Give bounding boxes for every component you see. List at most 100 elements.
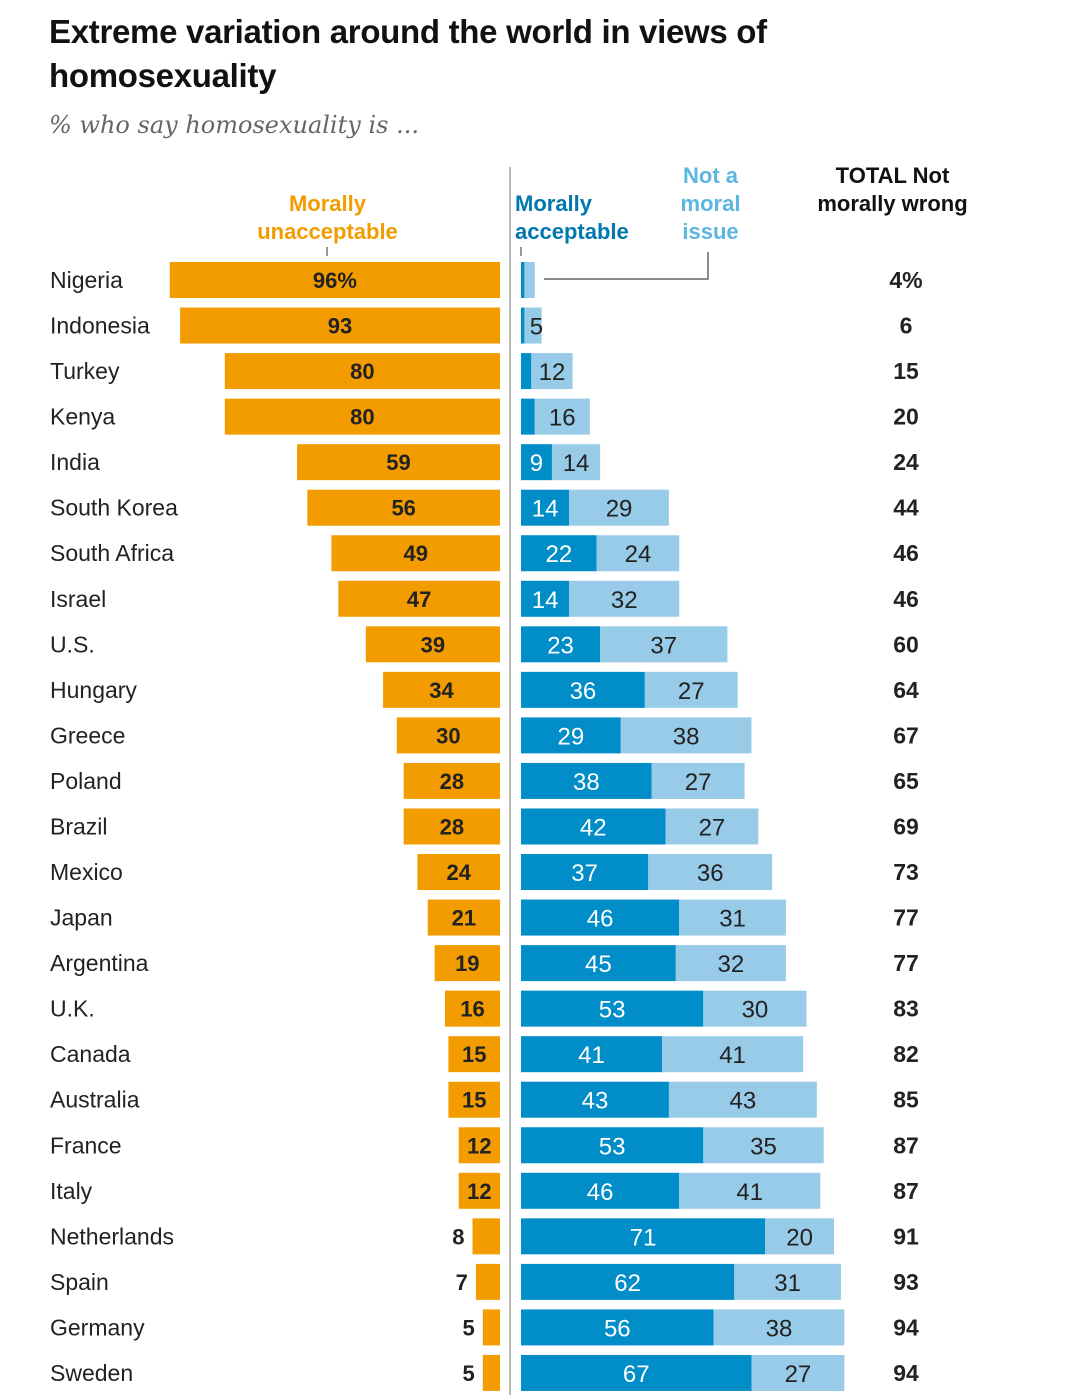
label-unacceptable: 5 <box>463 1361 475 1386</box>
bar-unacceptable <box>458 1127 500 1164</box>
bar-acceptable <box>521 1081 669 1118</box>
country-label: Argentina <box>50 950 149 976</box>
bar-unacceptable <box>448 1036 500 1073</box>
bar-acceptable <box>521 945 676 982</box>
label-acceptable: 67 <box>623 1361 650 1388</box>
bar-not-moral-issue <box>668 1081 817 1118</box>
label-not-moral-issue: 20 <box>786 1224 813 1251</box>
bar-unacceptable <box>434 945 500 982</box>
bar-acceptable <box>521 1127 704 1164</box>
bar-unacceptable <box>383 671 500 708</box>
label-acceptable: 62 <box>614 1270 641 1297</box>
country-label: Italy <box>50 1178 93 1204</box>
label-total: 67 <box>893 722 919 748</box>
bar-acceptable <box>521 580 570 617</box>
label-total: 44 <box>893 495 919 521</box>
bar-unacceptable <box>307 489 500 526</box>
bar-unacceptable <box>338 580 500 617</box>
bar-unacceptable <box>297 444 500 481</box>
bar-unacceptable <box>475 1263 500 1300</box>
country-label: Turkey <box>50 358 120 384</box>
bar-not-moral-issue <box>703 1127 824 1164</box>
label-acceptable: 56 <box>604 1315 631 1342</box>
country-label: Brazil <box>50 813 108 839</box>
label-unacceptable: 80 <box>350 359 374 384</box>
label-not-moral-issue: 31 <box>719 906 746 933</box>
bar-unacceptable <box>472 1218 500 1255</box>
bar-not-moral-issue <box>679 1172 821 1209</box>
label-unacceptable: 56 <box>391 496 415 521</box>
header-acceptable: Morally acceptable <box>515 191 629 244</box>
bar-not-moral-issue <box>644 671 738 708</box>
bar-acceptable <box>521 1218 766 1255</box>
bar-not-moral-issue <box>620 717 752 754</box>
country-label: France <box>50 1132 122 1158</box>
label-acceptable: 37 <box>571 860 598 887</box>
label-not-moral-issue: 27 <box>785 1361 812 1388</box>
label-acceptable: 45 <box>585 951 612 978</box>
bar-acceptable <box>521 626 601 663</box>
label-acceptable: 38 <box>573 769 600 796</box>
country-label: U.S. <box>50 631 95 657</box>
bar-not-moral-issue <box>751 1354 845 1391</box>
label-not-moral-issue: 36 <box>697 860 724 887</box>
label-unacceptable: 80 <box>350 405 374 430</box>
bar-not-moral-issue <box>569 489 669 526</box>
chart-title: Extreme variation around the world in vi… <box>49 13 767 94</box>
header-unacceptable: Morally unacceptable <box>257 191 398 244</box>
label-not-moral-issue: 29 <box>606 496 633 523</box>
label-acceptable: 14 <box>532 587 559 614</box>
label-unacceptable: 15 <box>462 1042 486 1067</box>
label-acceptable: 53 <box>599 1133 626 1160</box>
country-label: India <box>50 449 100 475</box>
country-label: Mexico <box>50 859 123 885</box>
label-unacceptable: 8 <box>452 1224 464 1249</box>
label-not-moral-issue: 5 <box>530 314 543 341</box>
label-unacceptable: 93 <box>328 314 352 339</box>
bar-acceptable <box>521 1263 735 1300</box>
bar-acceptable <box>521 899 680 936</box>
bar-unacceptable <box>365 626 500 663</box>
bar-acceptable <box>521 489 570 526</box>
bar-unacceptable <box>224 353 501 390</box>
label-total: 93 <box>893 1269 919 1295</box>
label-unacceptable: 47 <box>407 587 431 612</box>
label-total: 83 <box>893 996 919 1022</box>
bar-unacceptable <box>448 1081 500 1118</box>
bar-unacceptable <box>427 899 500 936</box>
label-total: 82 <box>893 1041 919 1067</box>
label-unacceptable: 96% <box>313 268 357 293</box>
bar-acceptable <box>521 353 532 390</box>
label-unacceptable: 7 <box>456 1270 468 1295</box>
label-not-moral-issue: 38 <box>673 723 700 750</box>
bar-unacceptable <box>224 398 501 435</box>
country-label: Canada <box>50 1041 131 1067</box>
country-label: Greece <box>50 722 125 748</box>
header-not-moral: Not a moral issue <box>680 163 741 244</box>
label-unacceptable: 34 <box>429 678 454 703</box>
bar-not-moral-issue <box>600 626 728 663</box>
label-not-moral-issue: 27 <box>699 814 726 841</box>
label-total: 69 <box>893 813 919 839</box>
label-unacceptable: 59 <box>386 450 410 475</box>
header-total: TOTAL Not morally wrong <box>817 163 968 216</box>
chart-subtitle: % who say homosexuality is ... <box>49 111 419 139</box>
country-label: Hungary <box>50 677 137 703</box>
label-total: 94 <box>893 1360 919 1386</box>
label-total: 77 <box>893 950 919 976</box>
label-not-moral-issue: 37 <box>650 632 677 659</box>
label-unacceptable: 49 <box>403 541 427 566</box>
bar-not-moral-issue <box>534 398 590 435</box>
label-total: 46 <box>893 586 919 612</box>
label-not-moral-issue: 31 <box>774 1270 801 1297</box>
label-not-moral-issue: 32 <box>717 951 744 978</box>
bar-acceptable <box>521 762 652 799</box>
label-unacceptable: 5 <box>463 1315 475 1340</box>
bar-not-moral-issue <box>524 307 542 344</box>
bar-not-moral-issue <box>662 1036 804 1073</box>
label-total: 65 <box>893 768 919 794</box>
bar-acceptable <box>521 1172 680 1209</box>
label-total: 6 <box>900 313 913 339</box>
bar-not-moral-issue <box>713 1309 845 1346</box>
